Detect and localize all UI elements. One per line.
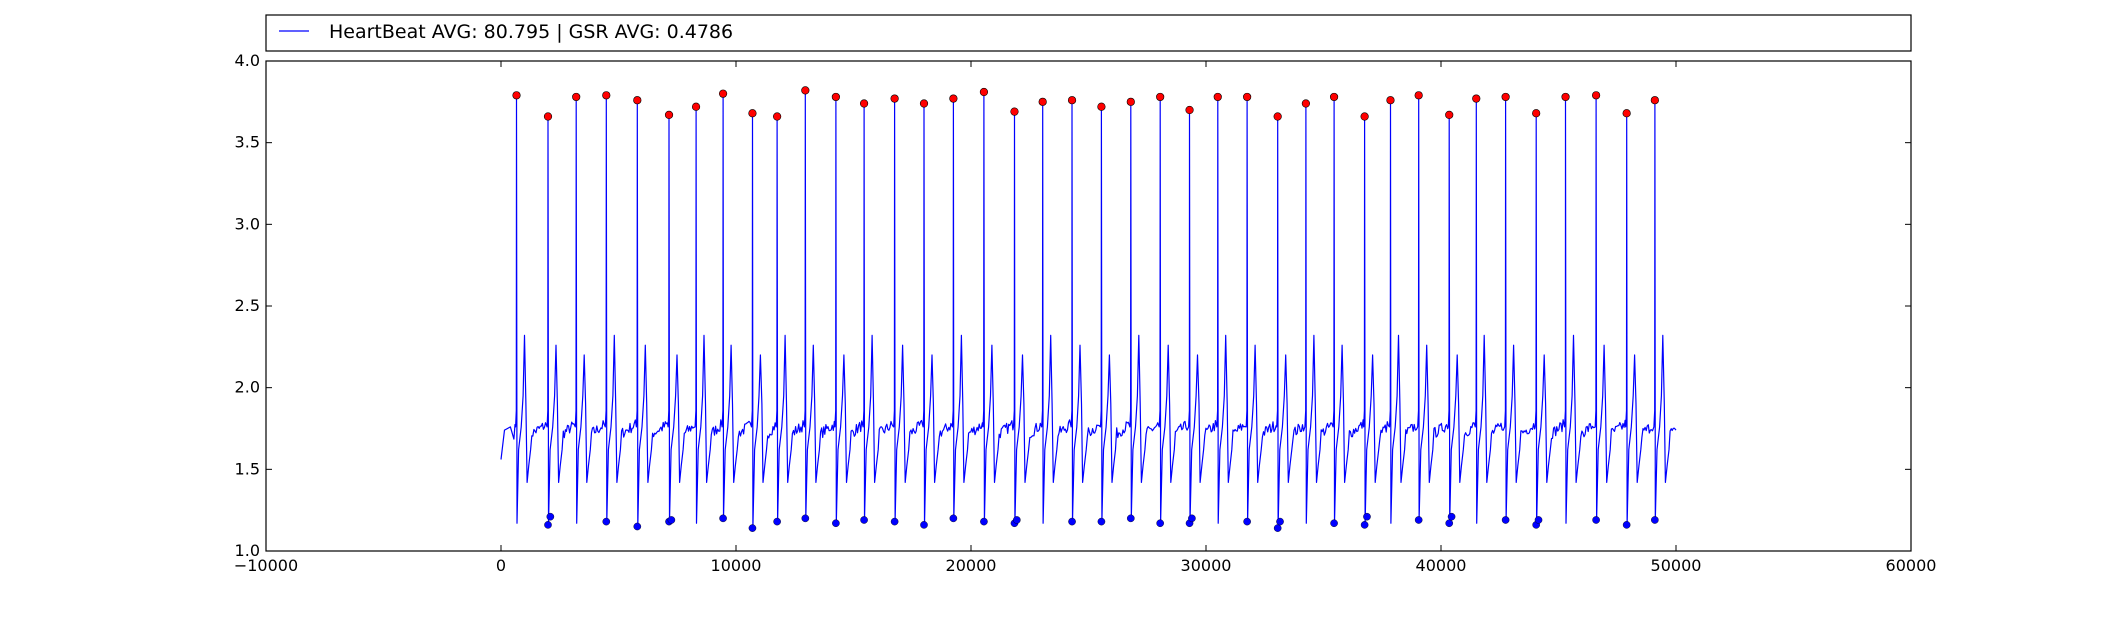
peak-point: [1273, 112, 1282, 121]
trough-point: [980, 517, 988, 526]
legend-box: [265, 14, 1912, 52]
trough-point: [667, 516, 676, 524]
peak-point: [1067, 96, 1077, 105]
x-tick-label: −10000: [234, 556, 298, 575]
x-tick-label: 10000: [711, 556, 762, 575]
peak-point: [748, 109, 757, 118]
signal-line: [500, 89, 1677, 529]
peak-point: [602, 91, 611, 100]
peak-point: [1329, 92, 1339, 102]
peak-point: [1213, 92, 1222, 102]
trough-point: [1273, 524, 1282, 532]
x-tick-label: 0: [496, 556, 506, 575]
trough-point: [1276, 517, 1284, 526]
trough-point: [1534, 516, 1543, 524]
peak-point: [691, 102, 701, 111]
legend-label: HeartBeat AVG: 80.795 | GSR AVG: 0.4786: [329, 21, 733, 43]
y-tick-label: 4.0: [235, 51, 260, 70]
x-tick-label: 40000: [1416, 556, 1467, 575]
trough-point: [1447, 512, 1456, 521]
trough-point: [1622, 521, 1631, 529]
peak-point: [718, 89, 728, 98]
peak-point: [859, 99, 869, 108]
peak-point: [512, 91, 521, 100]
peak-point: [1126, 97, 1135, 106]
trough-point: [1330, 519, 1338, 528]
peak-point: [664, 110, 674, 119]
peak-point: [919, 99, 929, 108]
peak-point: [633, 96, 642, 105]
trough-point: [920, 521, 928, 529]
trough-point: [832, 519, 840, 528]
trough-point: [1501, 516, 1510, 524]
trough-point: [544, 521, 552, 529]
y-tick-label: 2.0: [235, 378, 260, 397]
y-tick-label: 2.5: [235, 296, 260, 315]
x-tick-label: 60000: [1886, 556, 1937, 575]
trough-point: [633, 522, 642, 531]
peak-point: [1622, 109, 1631, 118]
trough-point: [1188, 514, 1196, 523]
trough-point: [801, 514, 810, 523]
peak-point: [1185, 105, 1194, 115]
peak-point: [1501, 92, 1510, 102]
peak-point: [949, 94, 958, 103]
peak-point: [1591, 91, 1601, 100]
trough-point: [890, 517, 899, 526]
trough-point: [1414, 516, 1423, 524]
plot-area: [265, 60, 1912, 552]
peak-point: [1445, 110, 1454, 119]
peak-point: [1386, 96, 1395, 105]
y-tick-label: 3.5: [235, 133, 260, 152]
trough-point: [602, 517, 611, 526]
peak-point: [1156, 92, 1165, 102]
trough-point: [748, 524, 757, 532]
peak-point: [1301, 99, 1310, 108]
peak-point: [1650, 96, 1659, 105]
trough-point: [1068, 517, 1076, 526]
peak-point: [831, 92, 840, 102]
peak-point: [1010, 107, 1019, 116]
trough-point: [1097, 517, 1106, 526]
peak-point: [1561, 92, 1570, 102]
trough-point: [1127, 514, 1135, 523]
peak-point: [890, 94, 899, 103]
trough-point: [1360, 521, 1369, 529]
y-tick-label: 1.5: [235, 459, 260, 478]
trough-point: [1243, 517, 1251, 526]
x-tick-label: 50000: [1651, 556, 1702, 575]
trough-point: [949, 514, 958, 523]
trough-point: [1445, 519, 1454, 528]
y-tick-label: 1.0: [235, 541, 260, 560]
peak-point: [801, 86, 810, 95]
plot-data: [500, 86, 1677, 532]
trough-point: [1592, 516, 1600, 524]
peak-point: [1038, 97, 1047, 106]
peak-point: [1472, 94, 1481, 103]
peak-point: [1243, 92, 1252, 102]
trough-point: [1651, 516, 1659, 524]
peak-point: [1097, 102, 1106, 111]
x-tick-label: 30000: [1181, 556, 1232, 575]
legend: HeartBeat AVG: 80.795 | GSR AVG: 0.4786: [265, 14, 1912, 52]
trough-point: [773, 517, 781, 526]
peak-point: [979, 87, 989, 97]
trough-point: [860, 516, 868, 524]
trough-point: [1156, 519, 1164, 528]
peak-point: [1532, 109, 1541, 118]
peak-point: [543, 112, 553, 121]
peak-point: [572, 92, 581, 102]
trough-point: [546, 512, 555, 521]
y-tick-label: 3.0: [235, 214, 260, 233]
trough-point: [719, 514, 727, 523]
peak-point: [1360, 112, 1369, 121]
peak-point: [773, 112, 782, 121]
axis-ticks: −10000 0 10000 20000 30000 40000 50000 60000 1.0…: [234, 51, 1937, 575]
trough-point: [1013, 516, 1021, 524]
peak-point: [1414, 91, 1423, 100]
trough-point: [1363, 512, 1371, 521]
x-tick-label: 20000: [946, 556, 997, 575]
